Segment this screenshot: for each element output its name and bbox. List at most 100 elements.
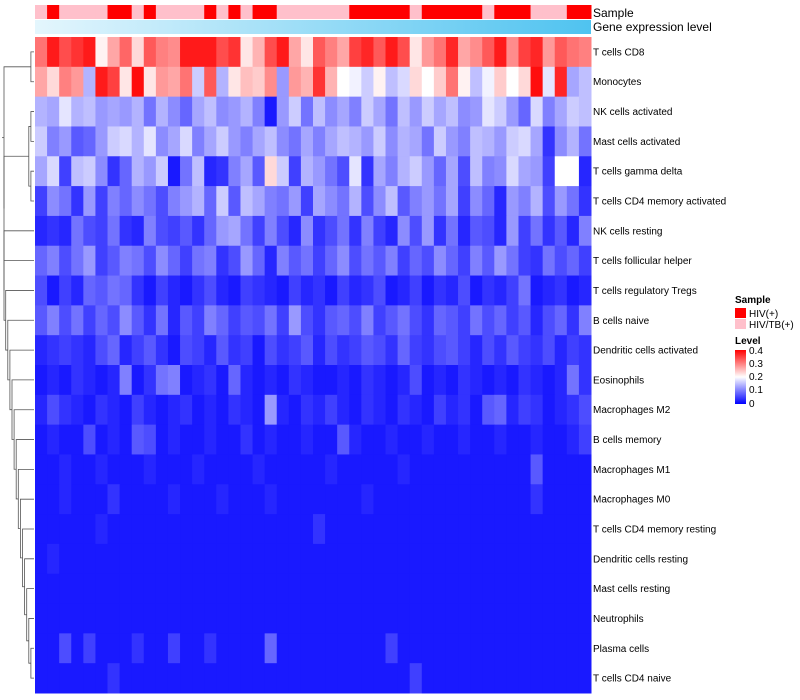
heatmap-cell xyxy=(131,484,145,515)
heatmap-cell xyxy=(470,394,483,426)
heatmap-cell xyxy=(458,424,471,455)
heatmap-cell xyxy=(470,186,483,217)
sample-annotation-cell xyxy=(83,5,96,19)
heatmap-cell xyxy=(482,305,495,336)
heatmap-cell xyxy=(288,96,302,127)
heatmap-cell xyxy=(192,543,205,575)
heatmap-cell xyxy=(119,186,133,217)
heatmap-cell xyxy=(300,126,314,157)
heatmap-cell xyxy=(349,215,362,247)
heatmap-cell xyxy=(373,66,387,98)
heatmap-cell xyxy=(482,37,495,68)
heatmap-cell xyxy=(107,573,121,605)
heatmap-cell xyxy=(518,543,532,575)
heatmap-cell xyxy=(421,215,435,247)
heatmap-cell xyxy=(288,245,302,277)
heatmap-cell xyxy=(506,663,519,694)
heatmap-cell xyxy=(433,514,447,545)
heatmap-cell xyxy=(276,186,290,217)
heatmap-cell xyxy=(445,66,459,98)
heatmap-cell xyxy=(325,424,338,455)
heatmap-cell xyxy=(554,96,568,127)
heatmap-cell xyxy=(482,96,495,127)
heatmap-cell xyxy=(204,573,217,605)
heatmap-cell xyxy=(167,454,181,485)
heatmap-cell xyxy=(300,186,314,217)
heatmap-cell xyxy=(554,335,568,366)
heatmap-cell xyxy=(325,484,338,515)
heatmap-cell xyxy=(349,275,362,306)
heatmap-cell xyxy=(518,335,532,366)
heatmap-cell xyxy=(445,305,459,336)
heatmap-cell xyxy=(566,305,580,336)
heatmap-cell xyxy=(131,126,145,157)
row-label: NK cells resting xyxy=(593,226,662,237)
heatmap-cell xyxy=(470,543,483,575)
heatmap-cell xyxy=(35,186,48,217)
heatmap-cell xyxy=(71,573,84,605)
heatmap-cell xyxy=(131,633,145,664)
heatmap-cell xyxy=(288,573,302,605)
heatmap-cell xyxy=(458,245,471,277)
heatmap-cell xyxy=(578,96,592,127)
heatmap-cell xyxy=(143,275,157,306)
heatmap-cell xyxy=(349,603,362,634)
heatmap-cell xyxy=(385,305,399,336)
heatmap-cell xyxy=(276,603,290,634)
heatmap-cell xyxy=(228,365,241,396)
heatmap-cell xyxy=(288,37,302,68)
heatmap-cell xyxy=(143,186,157,217)
heatmap-cell xyxy=(216,156,229,187)
heatmap-cell xyxy=(119,663,133,694)
heatmap-cell xyxy=(167,37,181,68)
heatmap-cell xyxy=(385,454,399,485)
heatmap-cell xyxy=(288,633,302,664)
heatmap-cell xyxy=(506,96,519,127)
heatmap-cell xyxy=(458,663,471,694)
row-label: Monocytes xyxy=(593,77,641,88)
heatmap-cell xyxy=(300,215,314,247)
heatmap-cell xyxy=(458,603,471,634)
heatmap-cell xyxy=(240,603,254,634)
heatmap-cell xyxy=(240,215,254,247)
heatmap-cell xyxy=(180,543,193,575)
heatmap-cell xyxy=(518,484,532,515)
heatmap-cell xyxy=(337,663,350,694)
row-label: Mast cells activated xyxy=(593,137,680,148)
row-labels: T cells CD8 Monocytes NK cells activated Ma… xyxy=(593,47,726,684)
heatmap-cell xyxy=(530,335,544,366)
heatmap-cell xyxy=(107,663,121,694)
heatmap-cell xyxy=(300,603,314,634)
heatmap-cell xyxy=(361,514,374,545)
heatmap-cell xyxy=(288,215,302,247)
heatmap-cell xyxy=(143,514,157,545)
heatmap-cell xyxy=(276,275,290,306)
heatmap-cell xyxy=(482,454,495,485)
heatmap-cell xyxy=(409,394,423,426)
heatmap-cell xyxy=(192,514,205,545)
heatmap-cell xyxy=(494,514,507,545)
heatmap-cell xyxy=(578,305,592,336)
heatmap-cell xyxy=(530,126,544,157)
heatmap-cell xyxy=(47,156,60,187)
heatmap-cell xyxy=(47,335,60,366)
heatmap-cell xyxy=(494,96,507,127)
heatmap-cell xyxy=(59,245,72,277)
heatmap-cell xyxy=(83,514,96,545)
heatmap-cell xyxy=(494,365,507,396)
heatmap-cell xyxy=(167,275,181,306)
heatmap-cell xyxy=(325,663,338,694)
heatmap-cell xyxy=(167,305,181,336)
heatmap-cell xyxy=(180,305,193,336)
heatmap-cell xyxy=(288,305,302,336)
heatmap-cell xyxy=(35,514,48,545)
heatmap-cell xyxy=(204,603,217,634)
heatmap-cell xyxy=(361,186,374,217)
heatmap-cell xyxy=(155,305,169,336)
heatmap-cell xyxy=(83,37,96,68)
heatmap-cell xyxy=(71,603,84,634)
heatmap-cell xyxy=(288,394,302,426)
heatmap-cell xyxy=(35,335,48,366)
heatmap-cell xyxy=(361,543,374,575)
heatmap-cell xyxy=(252,484,266,515)
